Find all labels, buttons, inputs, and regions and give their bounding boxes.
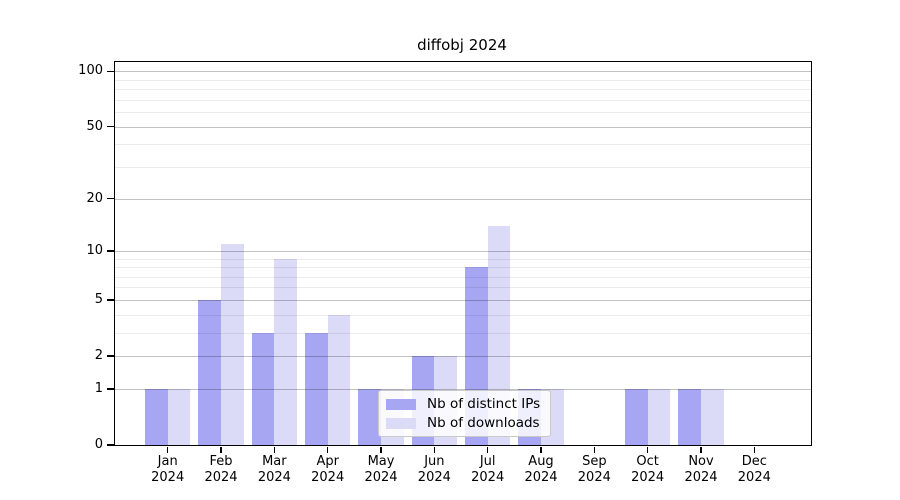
x-tick-mar xyxy=(273,446,276,453)
bar-ips-jan xyxy=(145,388,168,445)
x-tick-label-oct: Oct 2024 xyxy=(631,454,665,485)
gridline-major-100 xyxy=(115,71,811,73)
bar-downloads-oct xyxy=(647,388,671,445)
axes-layer: 0 1 2 5 10 20 50 100 Jan 2024 Feb 2024 Mar 2024 Apr… xyxy=(78,62,811,484)
gridline-minor-80 xyxy=(115,89,811,91)
x-tick-apr xyxy=(326,446,329,453)
x-tick-jun xyxy=(433,446,436,453)
bar-ips-may xyxy=(358,388,381,445)
bar-ips-apr xyxy=(305,332,328,445)
bar-downloads-nov xyxy=(701,388,724,445)
gridline-major-50 xyxy=(115,126,811,128)
x-tick-label-jul: Jul 2024 xyxy=(471,454,505,485)
gridlines-layer xyxy=(115,62,811,445)
x-tick-label-jun: Jun 2024 xyxy=(417,454,451,485)
y-tick-50 xyxy=(106,125,114,128)
y-tick-20 xyxy=(106,197,114,200)
bar-downloads-apr xyxy=(327,314,351,445)
gridline-minor-40 xyxy=(115,144,811,146)
bar-ips-oct xyxy=(625,388,648,445)
x-tick-aug xyxy=(540,446,542,453)
gridline-minor-60 xyxy=(115,112,811,114)
x-tick-label-may: May 2024 xyxy=(364,454,398,485)
y-tick-2 xyxy=(106,355,114,357)
bar-ips-mar xyxy=(251,332,275,445)
x-tick-jan xyxy=(166,446,169,453)
x-tick-label-dec: Dec 2024 xyxy=(737,454,771,485)
legend: Nb of distinct IPs Nb of downloads xyxy=(378,390,552,437)
gridline-minor-6 xyxy=(115,287,811,289)
y-tick-label-10: 10 xyxy=(86,242,103,258)
chart-title: diffobj 2024 xyxy=(417,36,507,54)
gridline-minor-4 xyxy=(115,314,811,316)
y-tick-10 xyxy=(106,250,114,252)
gridline-minor-8 xyxy=(115,267,811,269)
y-tick-100 xyxy=(106,70,114,73)
y-tick-1 xyxy=(106,388,114,390)
y-tick-5 xyxy=(106,299,114,301)
gridline-major-2 xyxy=(115,356,811,358)
x-tick-oct xyxy=(646,446,649,453)
x-tick-dec xyxy=(753,446,756,453)
y-tick-0 xyxy=(106,444,114,446)
x-tick-label-jan: Jan 2024 xyxy=(151,454,185,485)
x-tick-label-apr: Apr 2024 xyxy=(311,454,345,485)
gridline-minor-3 xyxy=(115,332,811,334)
legend-item-downloads: Nb of downloads xyxy=(386,415,540,431)
y-tick-label-50: 50 xyxy=(86,118,103,134)
plot-area: 0 1 2 5 10 20 50 100 Jan 2024 Feb 2024 Mar 2024 Apr… xyxy=(78,61,812,485)
gridline-minor-70 xyxy=(115,99,811,101)
bar-downloads-feb xyxy=(221,243,244,445)
legend-swatch-downloads xyxy=(386,417,416,429)
y-tick-label-2: 2 xyxy=(94,348,103,364)
bar-ips-feb xyxy=(198,299,222,445)
x-tick-feb xyxy=(220,446,222,453)
x-tick-nov xyxy=(700,446,702,453)
x-tick-label-nov: Nov 2024 xyxy=(684,454,718,485)
y-tick-label-5: 5 xyxy=(94,291,103,307)
gridline-minor-90 xyxy=(115,79,811,81)
gridline-major-5 xyxy=(115,299,811,301)
y-tick-label-0: 0 xyxy=(94,437,103,452)
legend-item-distinct-ips: Nb of distinct IPs xyxy=(386,396,540,412)
y-tick-label-100: 100 xyxy=(78,63,103,79)
x-tick-label-mar: Mar 2024 xyxy=(257,454,291,485)
gridline-major-20 xyxy=(115,198,811,200)
gridline-major-1 xyxy=(115,388,811,390)
legend-label-distinct-ips: Nb of distinct IPs xyxy=(427,396,541,412)
gridline-minor-9 xyxy=(115,258,811,260)
x-tick-may xyxy=(380,446,382,453)
bar-downloads-jan xyxy=(167,388,191,445)
x-tick-label-sep: Sep 2024 xyxy=(577,454,611,485)
legend-label-downloads: Nb of downloads xyxy=(427,415,540,431)
x-tick-label-aug: Aug 2024 xyxy=(524,454,558,485)
y-tick-label-20: 20 xyxy=(86,190,103,206)
x-tick-label-feb: Feb 2024 xyxy=(204,454,238,485)
x-tick-jul xyxy=(486,446,489,453)
gridline-major-10 xyxy=(115,250,811,252)
bar-downloads-mar xyxy=(274,258,297,445)
y-tick-label-1: 1 xyxy=(94,380,103,396)
x-tick-sep xyxy=(593,446,596,453)
bar-ips-nov xyxy=(678,388,701,445)
legend-swatch-distinct-ips xyxy=(386,398,416,410)
gridline-minor-30 xyxy=(115,167,811,168)
gridline-minor-7 xyxy=(115,276,811,278)
